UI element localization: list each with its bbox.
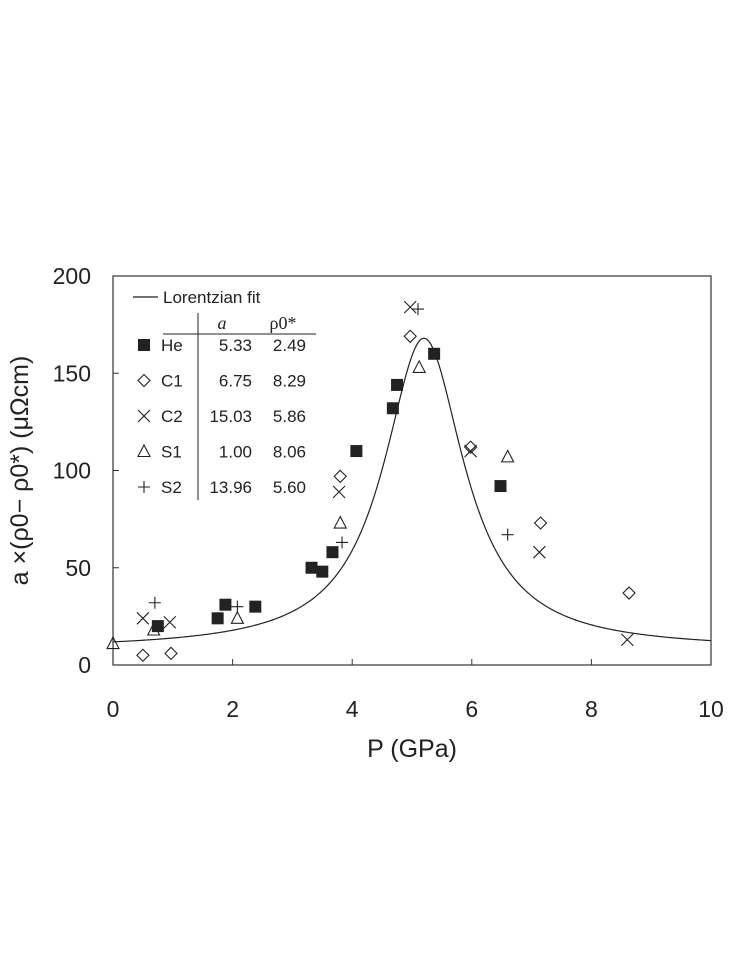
point-s2 [336,536,349,549]
point-he [316,565,329,578]
legend-fit-label: Lorentzian fit [163,288,261,307]
point-c2 [403,300,417,314]
legend-marker-s1 [137,443,151,458]
point-c1 [403,329,417,344]
point-c2 [332,485,346,499]
point-s1 [106,635,120,650]
y-tick-label: 100 [53,458,91,484]
point-s2 [501,528,514,541]
point-c2 [464,444,477,458]
point-he [326,546,339,559]
legend-marker-c1 [137,373,151,388]
point-s1 [412,359,427,373]
point-c2 [163,615,177,629]
legend: Lorentzian fit a ρ0* He 5.33 2.49 C1 6.75 8.29 C2… [133,288,316,500]
legend-label-s2: S2 [161,478,182,497]
point-he [219,598,232,611]
x-axis-title: P (GPa) [367,735,457,763]
legend-label-he: He [161,336,183,355]
point-he [391,378,404,391]
point-c1 [533,516,548,530]
x-tick-label: 4 [346,696,359,722]
table-a-value: 6.75 [219,372,252,391]
legend-marker-s2 [138,481,150,493]
point-c2 [136,611,150,625]
point-he [305,561,318,574]
table-a-value: 1.00 [219,443,252,462]
x-tick-label: 10 [698,696,724,722]
legend-marker-he [138,339,150,351]
table-rho-value: 2.49 [273,336,306,355]
point-he [350,445,363,458]
point-he [249,600,262,613]
point-c1 [136,648,150,663]
table-rho-value: 5.60 [273,478,306,497]
data-points [106,300,636,663]
y-tick-label: 50 [65,555,91,581]
point-he [428,347,441,360]
point-s2 [148,596,161,609]
point-he [494,480,507,493]
point-he [211,612,224,625]
y-tick-label: 200 [53,263,91,289]
point-s1 [500,449,515,463]
table-a-value: 15.03 [209,407,252,426]
point-s2 [231,600,244,613]
point-c2 [532,545,546,559]
lorentzian-fit-line [112,337,712,643]
y-tick-label: 150 [53,360,91,386]
point-he [151,620,164,633]
point-he [386,402,399,415]
legend-marker-c2 [137,409,151,423]
point-s2 [411,303,424,316]
point-c1 [164,646,178,661]
table-header-rho: ρ0* [270,313,297,333]
table-header-a: a [218,313,227,333]
legend-label-c1: C1 [161,372,183,391]
table-a-value: 13.96 [209,478,252,497]
point-s1 [333,515,348,529]
point-s1 [146,622,161,636]
fit-curve-group [112,337,712,643]
x-tick-label: 0 [107,696,120,722]
table-rho-value: 8.29 [273,372,306,391]
y-axis-title: a ×(ρ0− ρ0*) (μΩcm) [6,356,34,586]
point-c2 [620,633,634,647]
x-tick-label: 2 [226,696,239,722]
point-c1 [333,469,348,484]
point-c1 [622,586,636,600]
point-s1 [230,610,245,624]
legend-label-c2: C2 [161,407,183,426]
table-rho-value: 5.86 [273,407,306,426]
table-rho-value: 8.06 [273,443,306,462]
point-c1 [463,440,478,454]
x-tick-label: 8 [585,696,598,722]
legend-label-s1: S1 [161,443,182,462]
table-a-value: 5.33 [219,336,252,355]
y-tick-label: 0 [78,652,91,678]
x-tick-label: 6 [465,696,478,722]
